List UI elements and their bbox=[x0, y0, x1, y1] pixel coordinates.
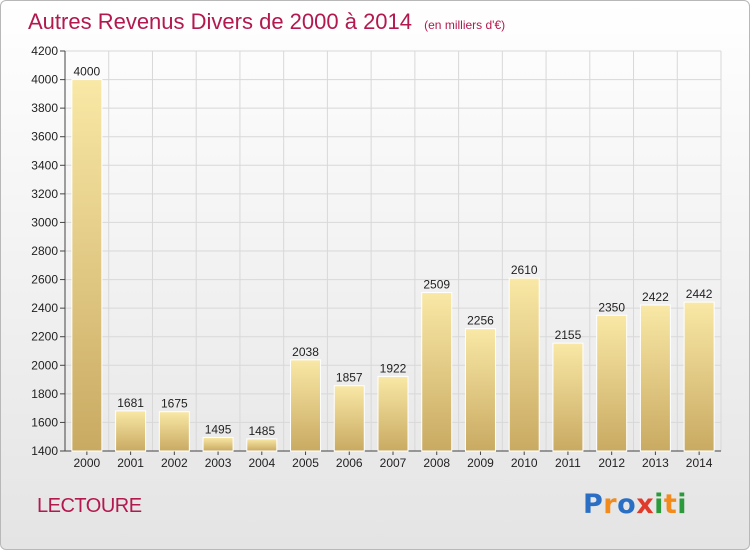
x-tick-label: 2008 bbox=[423, 456, 450, 470]
bar-value-label: 2038 bbox=[292, 345, 319, 359]
y-tick-label: 1800 bbox=[31, 387, 58, 401]
bar bbox=[464, 328, 496, 452]
chart-title: Autres Revenus Divers de 2000 à 2014 (en… bbox=[28, 9, 505, 35]
bar-value-label: 2350 bbox=[598, 300, 625, 314]
bar bbox=[333, 385, 365, 452]
bar-value-label: 1485 bbox=[248, 424, 275, 438]
bar-value-label: 2610 bbox=[511, 263, 538, 277]
logo-letter: t bbox=[663, 489, 678, 520]
bar-value-label: 4000 bbox=[74, 65, 101, 79]
y-tick-label: 2600 bbox=[31, 273, 58, 287]
bar bbox=[377, 375, 409, 452]
bar bbox=[683, 301, 715, 452]
bar bbox=[158, 411, 190, 452]
place-name: LECTOURE bbox=[37, 495, 142, 517]
bar bbox=[290, 359, 322, 452]
x-tick-label: 2004 bbox=[248, 456, 275, 470]
x-tick-label: 2014 bbox=[686, 456, 713, 470]
y-tick-label: 1600 bbox=[31, 415, 58, 429]
y-tick-label: 3200 bbox=[31, 187, 58, 201]
bar-value-label: 2422 bbox=[642, 290, 669, 304]
x-tick-label: 2001 bbox=[117, 456, 144, 470]
bars bbox=[71, 79, 715, 452]
bar bbox=[596, 314, 628, 452]
bar-value-label: 1681 bbox=[117, 396, 144, 410]
bar-value-label: 1857 bbox=[336, 371, 363, 385]
bar bbox=[71, 79, 103, 452]
y-tick-label: 2800 bbox=[31, 244, 58, 258]
bar bbox=[639, 304, 671, 452]
x-tick-label: 2006 bbox=[336, 456, 363, 470]
proxiti-logo: Proxiti bbox=[583, 489, 687, 520]
y-tick-label: 3400 bbox=[31, 158, 58, 172]
y-tick-label: 3800 bbox=[31, 101, 58, 115]
y-tick-label: 2200 bbox=[31, 330, 58, 344]
logo-letter: x bbox=[636, 489, 655, 520]
x-tick-label: 2012 bbox=[598, 456, 625, 470]
y-tick-label: 2400 bbox=[31, 301, 58, 315]
logo-letter: i bbox=[654, 489, 664, 520]
y-tick-label: 4200 bbox=[31, 44, 58, 58]
y-tick-label: 3000 bbox=[31, 215, 58, 229]
bar bbox=[202, 436, 234, 452]
y-tick-label: 4000 bbox=[31, 73, 58, 87]
x-tick-label: 2000 bbox=[74, 456, 101, 470]
bar-value-label: 1495 bbox=[205, 422, 232, 436]
bar-value-label: 2509 bbox=[423, 278, 450, 292]
bar-value-label: 2442 bbox=[686, 287, 713, 301]
y-tick-label: 3600 bbox=[31, 130, 58, 144]
chart-subtitle: (en milliers d'€) bbox=[424, 18, 506, 32]
labels: 1400 1600 1800 2000 2200 2400 2600 2800 3000 3200… bbox=[31, 44, 713, 470]
bar bbox=[421, 292, 453, 452]
logo-letter: r bbox=[603, 489, 618, 520]
bar bbox=[508, 277, 540, 452]
logo-letter: o bbox=[617, 489, 637, 520]
bar bbox=[246, 438, 278, 452]
x-tick-label: 2002 bbox=[161, 456, 188, 470]
chart-title-text: Autres Revenus Divers de 2000 à 2014 bbox=[28, 9, 413, 34]
x-tick-label: 2009 bbox=[467, 456, 494, 470]
x-tick-label: 2003 bbox=[205, 456, 232, 470]
y-tick-label: 1400 bbox=[31, 444, 58, 458]
bar-value-label: 1922 bbox=[380, 361, 407, 375]
x-tick-label: 2005 bbox=[292, 456, 319, 470]
logo-letter: P bbox=[583, 489, 604, 520]
y-tick-label: 2000 bbox=[31, 358, 58, 372]
bar-value-label: 1675 bbox=[161, 397, 188, 411]
logo-letter: i bbox=[677, 489, 688, 520]
x-tick-label: 2010 bbox=[511, 456, 538, 470]
x-tick-label: 2013 bbox=[642, 456, 669, 470]
x-tick-label: 2007 bbox=[380, 456, 407, 470]
bar-value-label: 2256 bbox=[467, 314, 494, 328]
bar-value-label: 2155 bbox=[555, 328, 582, 342]
bar bbox=[552, 342, 584, 452]
x-tick-label: 2011 bbox=[555, 456, 581, 470]
bar bbox=[115, 410, 147, 452]
